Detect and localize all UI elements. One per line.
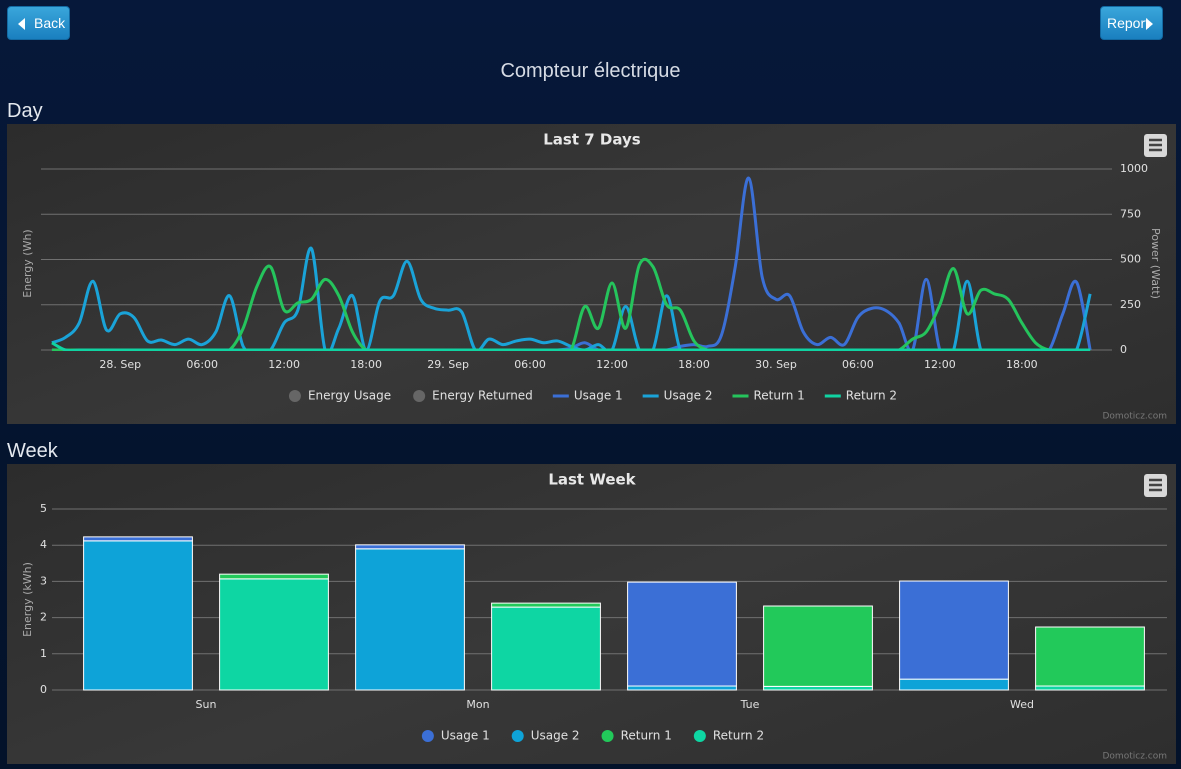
legend-label: Usage 1	[441, 729, 490, 743]
y-tick-label: 5	[40, 502, 47, 515]
legend: Energy Usage Energy Returned Usage 1 Usage …	[288, 389, 897, 403]
y-tick-label: 2	[40, 611, 47, 624]
legend-item[interactable]: Usage 1	[421, 729, 490, 743]
x-tick-label: Tue	[740, 698, 760, 711]
series-line	[51, 257, 1091, 351]
legend-symbol	[511, 730, 524, 742]
chart: Last Week Domoticz.com 0 1 2 3 4 5 Energy (kWh) S…	[21, 471, 1168, 762]
bar	[1035, 685, 1145, 691]
y2-tick-label: 250	[1120, 298, 1141, 311]
y2-tick-label: 0	[1120, 343, 1127, 356]
x-tick-label: 29. Sep	[427, 358, 469, 371]
bar	[491, 606, 601, 691]
series-line	[51, 341, 1091, 351]
y-axis-label: Energy (Wh)	[21, 229, 34, 297]
x-tick-label: 06:00	[842, 358, 874, 371]
series-group	[51, 176, 1092, 351]
chart-panel: Last Week Domoticz.com 0 1 2 3 4 5 Energy (kWh) S…	[7, 464, 1176, 764]
legend-label: Return 2	[846, 389, 897, 403]
chart-panel: Last 7 Days Domoticz.com 0 250 500 750 1000 28.…	[7, 124, 1176, 424]
legend-label: Usage 2	[531, 729, 580, 743]
bar	[1035, 626, 1145, 687]
y2-tick-label: 750	[1120, 207, 1141, 220]
menu-button[interactable]	[1144, 134, 1167, 157]
y-tick-label: 1	[40, 647, 47, 660]
x-tick-label: 06:00	[514, 358, 546, 371]
credit: Domoticz.com	[1103, 752, 1168, 762]
legend-item[interactable]: Return 2	[693, 729, 764, 743]
x-tick-label: 18:00	[678, 358, 710, 371]
series-line	[51, 176, 1092, 351]
x-tick-label: 06:00	[186, 358, 218, 371]
bar	[763, 685, 873, 691]
legend-item[interactable]: Usage 2	[642, 389, 713, 403]
bar	[627, 685, 737, 691]
legend-item[interactable]: Return 1	[732, 389, 805, 403]
legend-item[interactable]: Usage 2	[511, 729, 580, 743]
x-tick-label: 30. Sep	[755, 358, 797, 371]
legend: Usage 1 Usage 2 Return 1 Return 2	[421, 729, 764, 743]
x-tick-label: 12:00	[268, 358, 300, 371]
x-tick-label: Wed	[1010, 698, 1034, 711]
x-tick-label: Mon	[466, 698, 489, 711]
report-label: Report	[1107, 15, 1150, 31]
legend-label: Usage 2	[664, 389, 713, 403]
bar	[899, 580, 1009, 680]
legend-symbol	[413, 390, 426, 402]
legend-symbol	[601, 730, 614, 742]
bar	[83, 540, 193, 691]
y-tick-label: 3	[40, 574, 47, 587]
x-tick-label: 12:00	[924, 358, 956, 371]
series-line	[51, 247, 1092, 351]
bar	[899, 678, 1009, 691]
legend-item[interactable]: Energy Usage	[288, 389, 391, 403]
page-title: Compteur électrique	[500, 60, 681, 82]
y-axis-label: Energy (kWh)	[21, 562, 34, 637]
legend-symbol	[421, 730, 434, 742]
bar	[355, 544, 465, 550]
x-tick-label: 28. Sep	[99, 358, 141, 371]
bar	[627, 581, 737, 687]
legend-item[interactable]: Return 2	[824, 389, 897, 403]
report-button[interactable]: Report	[1100, 6, 1163, 40]
credit: Domoticz.com	[1103, 412, 1168, 422]
back-label: Back	[34, 15, 66, 31]
x-tick-label: 18:00	[1006, 358, 1038, 371]
y-tick-label: 4	[40, 538, 47, 551]
legend-label: Usage 1	[574, 389, 623, 403]
x-tick-label: 18:00	[350, 358, 382, 371]
bar	[763, 605, 873, 687]
chart-title: Last Week	[548, 471, 636, 489]
y2-tick-label: 1000	[1120, 162, 1148, 175]
legend-label: Energy Returned	[432, 389, 533, 403]
chart-title: Last 7 Days	[543, 131, 641, 149]
chart: Last 7 Days Domoticz.com 0 250 500 750 1000 28.…	[21, 131, 1168, 422]
bar	[491, 602, 601, 608]
x-tick-label: Sun	[196, 698, 217, 711]
section-title: Week	[7, 440, 58, 462]
bar	[355, 548, 465, 691]
bar	[83, 536, 193, 542]
y-tick-label: 0	[40, 683, 47, 696]
x-tick-label: 12:00	[596, 358, 628, 371]
menu-button[interactable]	[1144, 474, 1167, 497]
bar	[219, 573, 329, 580]
back-button[interactable]: Back	[7, 6, 70, 40]
y2-tick-label: 500	[1120, 253, 1141, 266]
legend-item[interactable]: Usage 1	[552, 389, 623, 403]
legend-label: Return 1	[754, 389, 805, 403]
legend-symbol	[693, 730, 706, 742]
bar	[219, 578, 329, 691]
y2-axis-label: Power (Watt)	[1149, 228, 1162, 299]
legend-label: Return 2	[713, 729, 764, 743]
section-title: Day	[7, 100, 43, 122]
legend-item[interactable]: Energy Returned	[413, 389, 533, 403]
legend-item[interactable]: Return 1	[601, 729, 672, 743]
legend-symbol	[288, 390, 301, 402]
legend-label: Energy Usage	[308, 389, 391, 403]
legend-label: Return 1	[621, 729, 672, 743]
